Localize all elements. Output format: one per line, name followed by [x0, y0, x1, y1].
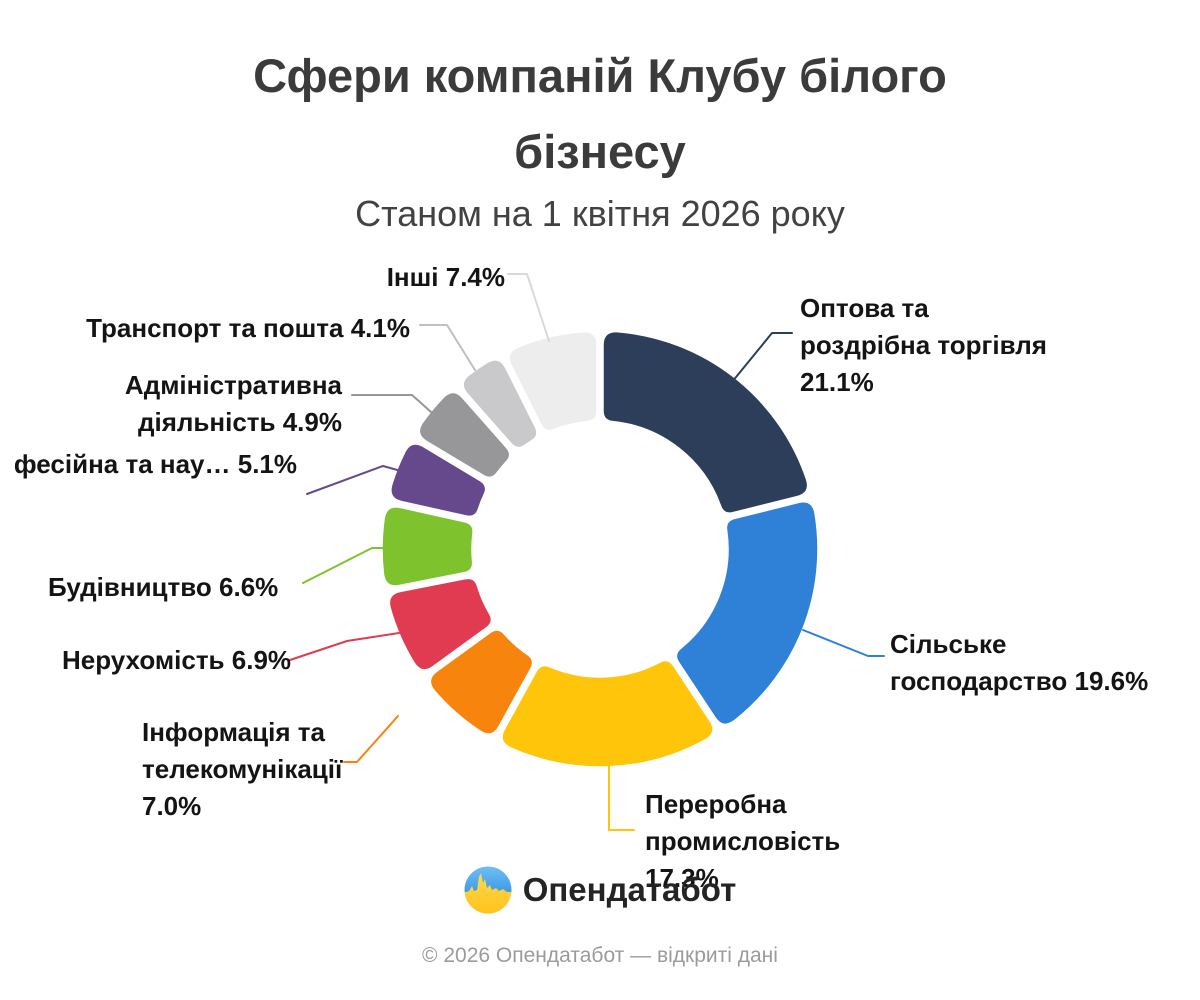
chart-title: Сфери компаній Клубу білого бізнесу: [0, 38, 1200, 190]
segment-label-administratyvna: Адміністративна діяльність 4.9%: [125, 367, 342, 441]
chart-subtitle: Станом на 1 квітня 2026 року: [355, 193, 845, 234]
leader-line-pererobna: [608, 765, 635, 831]
segment-optova: [602, 330, 809, 514]
label-line: Нерухомість 6.9%: [62, 645, 292, 675]
opendatabot-logo: Опендатабот: [0, 866, 1200, 914]
label-line: господарство 19.6%: [890, 666, 1149, 696]
chart-title-line1: Сфери компаній Клубу білого: [253, 49, 947, 102]
segment-administratyvna: [418, 391, 511, 479]
label-line: Сільське: [890, 629, 1007, 659]
leader-line-nerukhomist: [289, 632, 400, 661]
segment-label-pererobna: Переробна промисловість 17.3%: [645, 786, 840, 897]
segment-pererobna: [501, 659, 714, 768]
leader-line-informatsiya: [343, 715, 399, 763]
footer-credit: © 2026 Опендатабот — відкриті дані: [422, 944, 778, 967]
leader-line-budivnytstvo: [302, 547, 388, 584]
segment-label-profesiyna: фесійна та нау… 5.1%: [14, 446, 297, 483]
label-line: 7.0%: [142, 791, 202, 821]
segment-label-optova: Оптова та роздрібна торгівля 21.1%: [800, 290, 1047, 401]
label-line: Будівництво 6.6%: [48, 572, 279, 602]
label-line: Інформація та: [142, 717, 325, 747]
label-line: Адміністративна: [124, 370, 342, 400]
label-line: 21.1%: [800, 367, 874, 397]
segment-label-transport: Транспорт та пошта 4.1%: [86, 310, 410, 347]
label-line: діяльність 4.9%: [138, 407, 342, 437]
segment-transport: [462, 359, 538, 449]
logo-text: Опендатабот: [522, 871, 737, 908]
segment-silske: [675, 501, 819, 726]
segment-budivnytstvo: [381, 506, 474, 587]
segment-label-informatsiya: Інформація та телекомунікації 7.0%: [142, 714, 342, 825]
label-line: 17.3%: [645, 863, 719, 893]
label-line: роздрібна торгівля: [800, 330, 1047, 360]
segment-informatsiya: [429, 629, 534, 735]
leader-line-transport: [419, 324, 476, 371]
label-line: фесійна та нау… 5.1%: [13, 449, 297, 479]
segment-nerukhomist: [388, 577, 493, 671]
segment-inshi: [508, 330, 598, 432]
segment-label-inshi: Інші 7.4%: [387, 259, 505, 296]
segment-label-silske: Сільське господарство 19.6%: [890, 626, 1148, 700]
chart-title-line2: бізнесу: [514, 125, 686, 178]
leader-line-silske: [802, 629, 885, 657]
segment-label-nerukhomist: Нерухомість 6.9%: [62, 642, 291, 679]
label-line: Інші 7.4%: [386, 262, 505, 292]
leader-line-inshi: [507, 273, 550, 342]
label-line: промисловість: [645, 826, 841, 856]
label-line: Переробна: [645, 789, 787, 819]
segment-profesiyna: [390, 443, 487, 518]
segment-label-budivnytstvo: Будівництво 6.6%: [48, 569, 278, 606]
leader-line-optova: [731, 332, 793, 383]
label-line: телекомунікації: [142, 754, 343, 784]
label-line: Транспорт та пошта 4.1%: [86, 313, 410, 343]
leader-line-profesiyna: [306, 465, 402, 495]
leader-line-administratyvna: [351, 394, 441, 421]
label-line: Оптова та: [800, 293, 929, 323]
opendatabot-icon: [464, 866, 512, 914]
